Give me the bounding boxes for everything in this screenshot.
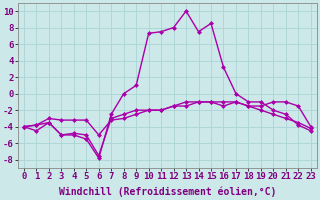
- X-axis label: Windchill (Refroidissement éolien,°C): Windchill (Refroidissement éolien,°C): [59, 187, 276, 197]
